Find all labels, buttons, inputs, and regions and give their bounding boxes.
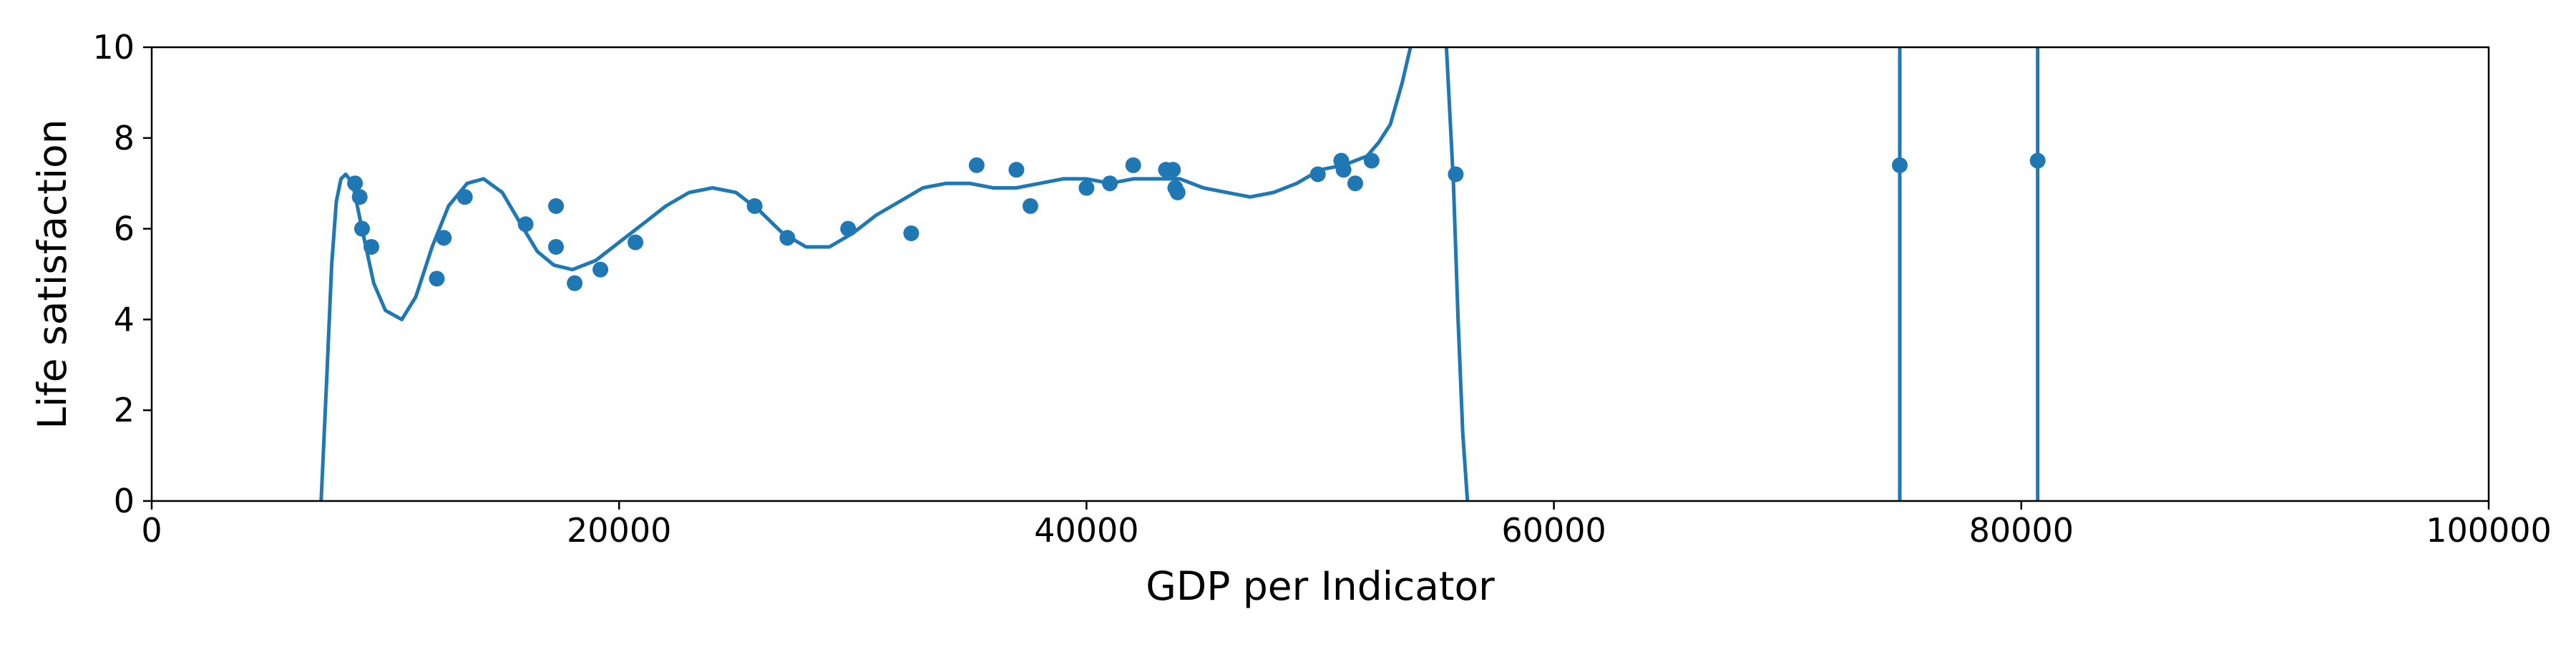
data-point-2: [353, 220, 370, 237]
data-point-17: [968, 157, 985, 173]
y-tick-label-1: 2: [114, 391, 135, 429]
data-point-5: [436, 230, 452, 246]
data-point-12: [628, 234, 644, 250]
x-tick-label-4: 80000: [1969, 511, 2074, 550]
data-point-34: [2029, 152, 2046, 169]
x-tick-label-1: 20000: [567, 511, 671, 550]
data-point-10: [567, 275, 583, 291]
data-point-7: [517, 216, 534, 233]
data-point-18: [1008, 162, 1025, 178]
data-point-31: [1363, 152, 1380, 169]
data-point-27: [1309, 166, 1326, 183]
data-point-9: [548, 238, 565, 255]
data-point-22: [1125, 157, 1141, 173]
data-point-33: [1891, 157, 1908, 173]
y-axis: 0 2 4 6 8 10: [92, 28, 152, 520]
y-tick-label-2: 4: [114, 300, 135, 339]
data-point-29: [1335, 162, 1352, 178]
data-point-6: [457, 189, 473, 205]
x-tick-label-2: 40000: [1034, 511, 1138, 550]
x-axis: 0 20000 40000 60000 80000 100000: [141, 501, 2552, 550]
data-point-16: [903, 225, 919, 241]
x-axis-title: GDP per Indicator: [1146, 563, 1495, 609]
data-point-14: [779, 230, 796, 246]
data-point-1: [351, 189, 368, 205]
x-tick-label-5: 100000: [2426, 511, 2552, 550]
x-tick-label-3: 60000: [1501, 511, 1606, 550]
data-point-32: [1448, 166, 1464, 183]
data-point-15: [840, 220, 857, 237]
data-point-3: [364, 238, 380, 255]
y-tick-label-3: 6: [114, 210, 135, 248]
data-point-8: [548, 198, 565, 214]
data-point-21: [1102, 175, 1118, 192]
data-point-26: [1169, 184, 1186, 200]
fit-curve: [319, 47, 1470, 501]
data-point-4: [429, 271, 445, 287]
x-tick-label-0: 0: [141, 511, 162, 550]
y-tick-label-4: 8: [114, 119, 135, 157]
plot-area: [319, 47, 2046, 501]
data-point-13: [746, 198, 763, 214]
series-layer: [319, 47, 2046, 501]
plot-frame: [150, 46, 2490, 502]
y-axis-title: Life satisfaction: [29, 119, 75, 429]
data-point-19: [1023, 198, 1039, 214]
data-point-30: [1347, 175, 1363, 192]
data-point-20: [1078, 180, 1095, 196]
data-point-11: [592, 261, 609, 278]
data-point-0: [347, 175, 364, 192]
y-tick-label-0: 0: [114, 482, 135, 520]
data-point-24: [1165, 162, 1181, 178]
y-tick-label-5: 10: [92, 28, 135, 67]
